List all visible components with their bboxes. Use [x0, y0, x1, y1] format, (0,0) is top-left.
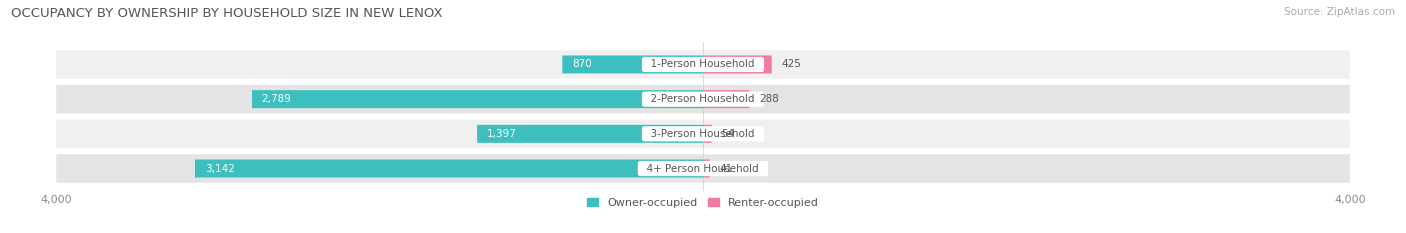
FancyBboxPatch shape	[252, 90, 703, 108]
Text: 54: 54	[721, 129, 735, 139]
Text: 4+ Person Household: 4+ Person Household	[641, 164, 765, 174]
FancyBboxPatch shape	[703, 160, 710, 178]
FancyBboxPatch shape	[195, 160, 703, 178]
Text: Source: ZipAtlas.com: Source: ZipAtlas.com	[1284, 7, 1395, 17]
Text: 2,789: 2,789	[262, 94, 291, 104]
FancyBboxPatch shape	[56, 85, 1350, 113]
FancyBboxPatch shape	[703, 125, 711, 143]
FancyBboxPatch shape	[477, 125, 703, 143]
Text: 3,142: 3,142	[205, 164, 235, 174]
Text: OCCUPANCY BY OWNERSHIP BY HOUSEHOLD SIZE IN NEW LENOX: OCCUPANCY BY OWNERSHIP BY HOUSEHOLD SIZE…	[11, 7, 443, 20]
Text: 870: 870	[572, 59, 592, 69]
Legend: Owner-occupied, Renter-occupied: Owner-occupied, Renter-occupied	[582, 193, 824, 212]
Text: 2-Person Household: 2-Person Household	[644, 94, 762, 104]
Text: 288: 288	[759, 94, 779, 104]
FancyBboxPatch shape	[703, 90, 749, 108]
FancyBboxPatch shape	[56, 154, 1350, 183]
FancyBboxPatch shape	[56, 50, 1350, 79]
Text: 425: 425	[782, 59, 801, 69]
Text: 1-Person Household: 1-Person Household	[644, 59, 762, 69]
FancyBboxPatch shape	[703, 55, 772, 73]
FancyBboxPatch shape	[56, 120, 1350, 148]
FancyBboxPatch shape	[562, 55, 703, 73]
Text: 41: 41	[720, 164, 733, 174]
Text: 1,397: 1,397	[486, 129, 516, 139]
Text: 3-Person Household: 3-Person Household	[644, 129, 762, 139]
